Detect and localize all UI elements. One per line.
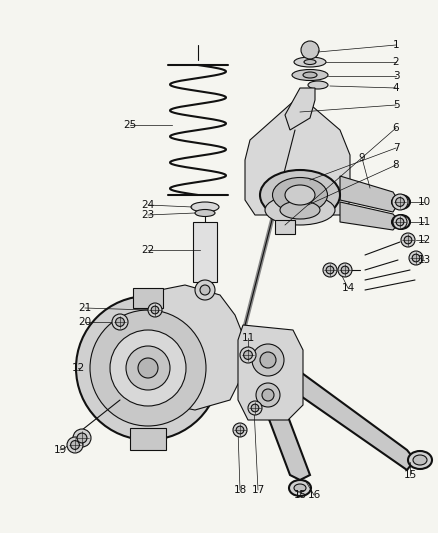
Polygon shape xyxy=(245,100,350,215)
Circle shape xyxy=(112,314,128,330)
Text: 12: 12 xyxy=(71,363,85,373)
Text: 5: 5 xyxy=(393,100,399,110)
Polygon shape xyxy=(285,88,315,130)
Text: 11: 11 xyxy=(241,333,254,343)
Circle shape xyxy=(148,303,162,317)
Circle shape xyxy=(71,441,79,449)
Bar xyxy=(193,222,217,282)
Ellipse shape xyxy=(408,451,432,469)
Circle shape xyxy=(151,306,159,314)
Circle shape xyxy=(409,251,423,265)
Circle shape xyxy=(301,41,319,59)
Ellipse shape xyxy=(195,209,215,216)
Circle shape xyxy=(110,330,186,406)
Bar xyxy=(275,220,295,234)
Circle shape xyxy=(392,194,408,210)
Text: 9: 9 xyxy=(359,153,365,163)
Text: 2: 2 xyxy=(393,57,399,67)
Text: 14: 14 xyxy=(341,283,355,293)
Circle shape xyxy=(116,318,124,326)
Circle shape xyxy=(90,310,206,426)
Text: 8: 8 xyxy=(393,160,399,170)
Ellipse shape xyxy=(294,57,326,67)
Text: 6: 6 xyxy=(393,123,399,133)
Circle shape xyxy=(251,404,259,412)
Circle shape xyxy=(126,346,170,390)
Text: 4: 4 xyxy=(393,83,399,93)
Circle shape xyxy=(404,236,412,244)
Ellipse shape xyxy=(272,177,328,213)
Polygon shape xyxy=(145,285,245,410)
Circle shape xyxy=(76,296,220,440)
Text: 18: 18 xyxy=(233,485,247,495)
Text: 17: 17 xyxy=(251,485,265,495)
Ellipse shape xyxy=(265,195,335,225)
Text: 10: 10 xyxy=(417,197,431,207)
Circle shape xyxy=(396,218,404,226)
Circle shape xyxy=(195,280,215,300)
Ellipse shape xyxy=(396,198,406,206)
Text: 21: 21 xyxy=(78,303,92,313)
Ellipse shape xyxy=(392,195,410,209)
Circle shape xyxy=(341,266,349,274)
Ellipse shape xyxy=(260,170,340,220)
Text: 11: 11 xyxy=(417,217,431,227)
Circle shape xyxy=(256,383,280,407)
Text: 1: 1 xyxy=(393,40,399,50)
Circle shape xyxy=(412,254,420,262)
Circle shape xyxy=(252,344,284,376)
Text: 15: 15 xyxy=(293,490,307,500)
Ellipse shape xyxy=(191,202,219,212)
Text: 3: 3 xyxy=(393,71,399,81)
Bar xyxy=(130,428,166,450)
Ellipse shape xyxy=(413,455,427,465)
Circle shape xyxy=(77,433,87,443)
Text: 24: 24 xyxy=(141,200,155,210)
Ellipse shape xyxy=(303,72,317,78)
Ellipse shape xyxy=(280,201,320,219)
Polygon shape xyxy=(295,368,415,470)
Ellipse shape xyxy=(308,81,328,89)
Text: 23: 23 xyxy=(141,210,155,220)
Ellipse shape xyxy=(289,480,311,496)
Ellipse shape xyxy=(292,69,328,80)
Circle shape xyxy=(326,266,334,274)
Circle shape xyxy=(396,198,404,206)
Circle shape xyxy=(338,263,352,277)
Circle shape xyxy=(262,389,274,401)
Circle shape xyxy=(73,429,91,447)
Text: 16: 16 xyxy=(307,490,321,500)
Text: 7: 7 xyxy=(393,143,399,153)
Text: 20: 20 xyxy=(78,317,92,327)
Ellipse shape xyxy=(392,215,410,229)
Circle shape xyxy=(244,351,252,359)
Circle shape xyxy=(248,401,262,415)
Text: 19: 19 xyxy=(53,445,67,455)
Text: 22: 22 xyxy=(141,245,155,255)
Circle shape xyxy=(401,233,415,247)
Circle shape xyxy=(323,263,337,277)
Polygon shape xyxy=(238,325,303,420)
Circle shape xyxy=(236,426,244,434)
Polygon shape xyxy=(340,202,398,230)
Ellipse shape xyxy=(304,60,316,64)
Text: 15: 15 xyxy=(403,470,417,480)
Ellipse shape xyxy=(285,185,315,205)
Text: 13: 13 xyxy=(417,255,431,265)
Circle shape xyxy=(240,347,256,363)
Circle shape xyxy=(233,423,247,437)
Circle shape xyxy=(67,437,83,453)
Circle shape xyxy=(200,285,210,295)
Ellipse shape xyxy=(294,484,306,492)
Circle shape xyxy=(393,215,407,229)
Circle shape xyxy=(260,352,276,368)
Polygon shape xyxy=(258,390,310,480)
Text: 12: 12 xyxy=(417,235,431,245)
Text: 25: 25 xyxy=(124,120,137,130)
Ellipse shape xyxy=(396,218,406,226)
Bar xyxy=(133,288,163,308)
Polygon shape xyxy=(340,176,398,212)
Circle shape xyxy=(138,358,158,378)
